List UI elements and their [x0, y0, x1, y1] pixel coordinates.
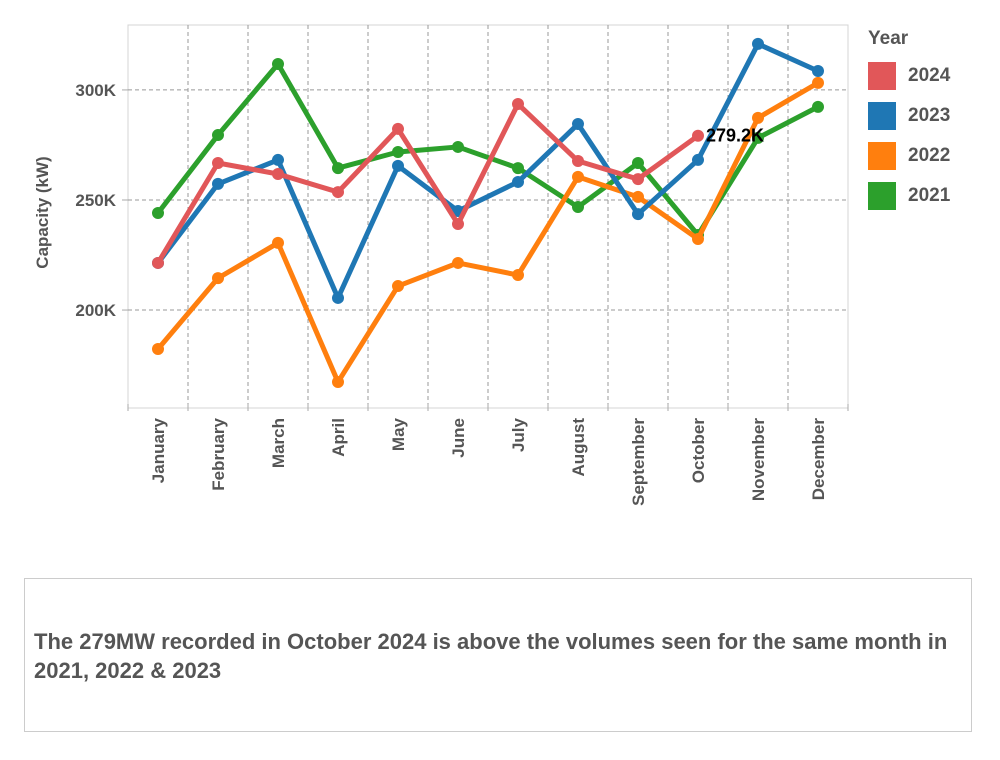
data-point-2022	[152, 343, 164, 356]
legend-label: 2021	[908, 185, 951, 206]
x-tick-label: December	[809, 418, 828, 501]
data-point-2022	[512, 269, 524, 282]
x-tick-label: February	[209, 417, 228, 490]
data-point-2022	[452, 256, 464, 269]
data-point-2021	[632, 157, 644, 170]
data-point-2024	[632, 173, 644, 186]
data-point-2021	[152, 206, 164, 219]
x-tick-label: September	[629, 418, 648, 506]
x-tick-label: June	[449, 418, 468, 458]
data-label: 279.2K	[706, 126, 764, 146]
data-point-2022	[812, 76, 824, 89]
data-point-2021	[272, 57, 284, 70]
data-point-2021	[212, 129, 224, 142]
data-point-2023	[332, 291, 344, 304]
y-axis-title: Capacity (kW)	[33, 156, 52, 268]
series-line-2024	[155, 101, 700, 265]
data-point-2024	[392, 122, 404, 135]
legend-item-2024[interactable]: 2024	[868, 56, 950, 96]
data-point-2021	[512, 162, 524, 175]
x-tick-label: October	[689, 418, 708, 484]
legend: Year 2024 2023 2022 2021	[868, 28, 950, 216]
data-point-2024	[272, 168, 284, 181]
data-point-2021	[752, 131, 764, 144]
x-tick-label: November	[749, 418, 768, 502]
annotation-text: The 279MW recorded in October 2024 is ab…	[34, 629, 948, 683]
data-point-2024	[452, 217, 464, 230]
data-point-2022	[752, 111, 764, 124]
data-point-2024	[152, 256, 164, 269]
data-point-2022	[392, 280, 404, 293]
legend-swatch	[868, 142, 896, 170]
data-point-2023	[572, 118, 584, 131]
data-point-2023	[212, 177, 224, 190]
legend-item-2023[interactable]: 2023	[868, 96, 950, 136]
data-point-2023	[512, 175, 524, 188]
x-tick-label: May	[389, 417, 408, 451]
y-tick-label: 250K	[75, 191, 116, 210]
legend-title: Year	[868, 28, 909, 49]
data-point-2021	[572, 201, 584, 214]
y-tick-label: 300K	[75, 81, 116, 100]
data-point-2023	[392, 159, 404, 172]
y-tick-label: 200K	[75, 301, 116, 320]
line-chart: 200K 250K 300K Capacity (kW) January February…	[33, 24, 849, 506]
x-tick-label: March	[269, 418, 288, 468]
legend-label: 2023	[908, 105, 951, 126]
series-line-2022	[156, 80, 820, 385]
legend-swatch	[868, 102, 896, 130]
data-point-2021	[392, 146, 404, 159]
legend-label: 2022	[908, 145, 951, 166]
data-point-2024	[332, 186, 344, 199]
data-point-2022	[212, 272, 224, 285]
data-point-2022	[632, 190, 644, 203]
legend-swatch	[868, 62, 896, 90]
data-point-2022	[692, 232, 704, 245]
x-tick-label: July	[509, 417, 528, 452]
data-point-2023	[692, 153, 704, 166]
data-point-2023	[632, 208, 644, 221]
annotation-box: The 279MW recorded in October 2024 is ab…	[24, 578, 972, 732]
legend-swatch	[868, 182, 896, 210]
x-tick-label: January	[149, 417, 168, 483]
legend-item-2021[interactable]: 2021	[868, 176, 950, 216]
data-point-2024	[692, 129, 704, 142]
data-point-2022	[332, 376, 344, 389]
data-point-2022	[572, 170, 584, 183]
data-point-2024	[212, 157, 224, 170]
data-point-2024	[512, 98, 524, 111]
data-point-2022	[272, 236, 284, 249]
data-point-2023	[752, 37, 764, 50]
x-tick-label: April	[329, 418, 348, 457]
data-point-2021	[332, 162, 344, 175]
data-point-2021	[452, 140, 464, 153]
data-point-2023	[812, 65, 824, 78]
data-point-2023	[272, 153, 284, 166]
legend-label: 2024	[908, 65, 951, 86]
legend-item-2022[interactable]: 2022	[868, 136, 950, 176]
data-point-2024	[572, 155, 584, 168]
x-tick-label: August	[569, 418, 588, 477]
data-point-2021	[812, 100, 824, 113]
series-line-2023	[156, 41, 820, 301]
